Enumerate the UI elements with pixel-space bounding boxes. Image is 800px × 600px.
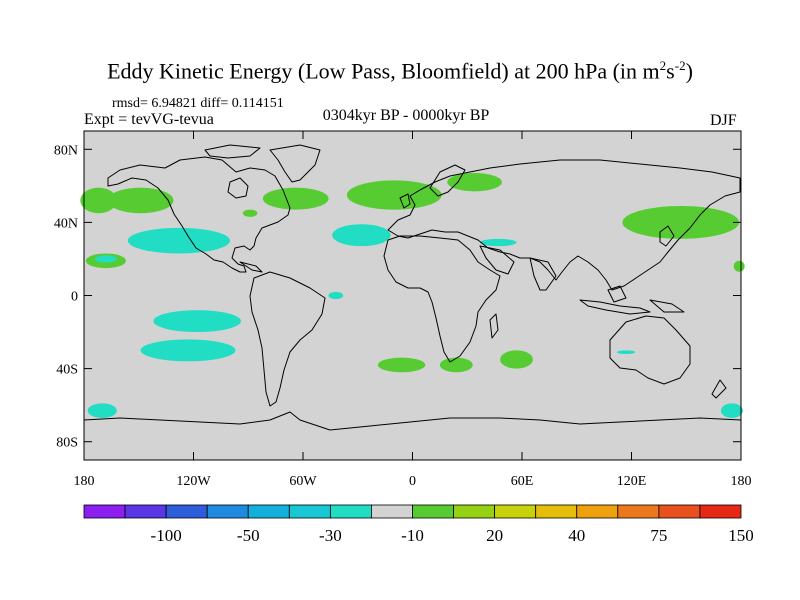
anomaly-region-positive-low [439, 357, 473, 373]
lon-tick-label: 180 [731, 474, 752, 489]
coast-greenland [269, 144, 321, 183]
anomaly-region-negative-low [94, 255, 117, 263]
anomaly-region-positive-low [262, 187, 329, 210]
map-background [84, 131, 741, 460]
period-label: 0304kyr BP - 0000kyr BP [322, 107, 490, 124]
anomaly-region-positive-low [733, 260, 745, 272]
colorbar-swatch [329, 504, 372, 519]
anomaly-region-negative-low [480, 238, 517, 247]
colorbar-swatch [412, 504, 454, 519]
anomaly-region-positive-low [377, 357, 426, 373]
chart-title: Eddy Kinetic Energy (Low Pass, Bloomfiel… [0, 58, 800, 84]
anomaly-region-negative-low [87, 403, 117, 418]
coast-japan [659, 225, 675, 247]
lat-tick-label: 0 [71, 290, 78, 305]
coast-madagascar [489, 313, 499, 339]
colorbar-swatch [699, 504, 742, 519]
anomaly-region-negative-low [140, 339, 236, 362]
anomaly-region-negative-low [127, 227, 230, 254]
experiment-label: Expt = tevVG-tevua [84, 111, 214, 128]
coast-south-america [249, 271, 326, 407]
title-main: Eddy Kinetic Energy (Low Pass, Bloomfiel… [107, 58, 660, 84]
coast-indonesia [579, 299, 651, 315]
coast-antarctica [83, 411, 742, 431]
coast-africa [383, 235, 501, 363]
coast-india [529, 257, 557, 291]
title-s: s [666, 58, 675, 84]
colorbar-label: -30 [319, 526, 342, 545]
colorbar-swatch [494, 504, 537, 519]
lon-tick-label: 60E [511, 474, 534, 489]
lat-tick-label: 80N [54, 143, 78, 158]
coast-borneo [607, 285, 627, 303]
colorbar-label: -100 [151, 526, 182, 545]
anomaly-region-negative-low [332, 224, 391, 247]
colorbar-label: -10 [401, 526, 424, 545]
coast-arabia [479, 245, 515, 275]
coast-new-zealand [711, 379, 727, 399]
coast-north-america [107, 156, 291, 273]
coast-arctic-islands [204, 144, 261, 159]
map-area: 80N 40N 0 40S 80S 180 120W 60W 0 60E 120E 180 [54, 130, 752, 489]
coast-scandinavia [429, 164, 466, 197]
anomaly-region-positive-low [500, 350, 533, 369]
colorbar-swatch [535, 504, 578, 519]
colorbar-label: 150 [728, 526, 754, 545]
anomaly-region-positive-low [346, 180, 442, 210]
colorbar-swatch [83, 504, 126, 519]
colorbar-label: 75 [650, 526, 667, 545]
lon-tick-label: 0 [409, 474, 416, 489]
colorbar-label: 40 [568, 526, 585, 545]
colorbar-swatch [165, 504, 208, 519]
lon-tick-label: 120W [176, 474, 211, 489]
anomaly-region-positive-low [622, 205, 740, 239]
lat-tick-label: 40S [56, 363, 78, 378]
coastlines [83, 144, 742, 431]
colorbar-label: 20 [486, 526, 503, 545]
title-sup-1: 2 [659, 58, 667, 73]
colorbar-swatch [206, 504, 249, 519]
lat-tick-label: 80S [56, 436, 78, 451]
coast-britain [399, 193, 411, 209]
colorbar-swatch [288, 504, 331, 519]
colorbar-swatch [576, 504, 619, 519]
title-sup-2: -2 [674, 58, 686, 73]
anomaly-region-negative-low [720, 403, 743, 418]
anomaly-region-negative-low [328, 291, 344, 300]
lat-tick-label: 40N [54, 216, 78, 231]
anomaly-region-positive-low [107, 187, 174, 214]
title-close: ) [685, 58, 693, 84]
coast-australia [609, 315, 691, 385]
map-axes: 80N 40N 0 40S 80S 180 120W 60W 0 60E 120E 180 [54, 131, 752, 489]
colorbar-swatch [124, 504, 167, 519]
lon-tick-label: 180 [74, 474, 95, 489]
colorbar-swatch [617, 504, 660, 519]
colorbar-label: -50 [237, 526, 260, 545]
anomaly-region-positive-low [242, 209, 258, 217]
season-label: DJF [710, 112, 737, 129]
anomaly-region-positive-low [447, 173, 502, 192]
lon-tick-label: 120E [617, 474, 647, 489]
colorbar-swatch [658, 504, 701, 519]
coast-cuba [239, 261, 263, 273]
coast-eurasia [387, 159, 741, 291]
colorbar: -100 -50 -30 -10 20 40 75 150 [83, 504, 754, 545]
colorbar-swatch [247, 504, 290, 519]
colorbar-swatch [371, 504, 413, 519]
anomaly-region-positive-low [80, 187, 117, 214]
colorbar-swatch [453, 504, 496, 519]
anomaly-region-negative-low [616, 350, 636, 354]
coast-new-guinea [649, 299, 685, 313]
anomaly-regions [80, 173, 745, 418]
rmsd-label: rmsd= 6.94821 diff= 0.114151 [112, 96, 284, 111]
coast-hudson-bay [227, 177, 249, 199]
anomaly-region-negative-low [153, 310, 241, 333]
lon-tick-label: 60W [289, 474, 317, 489]
